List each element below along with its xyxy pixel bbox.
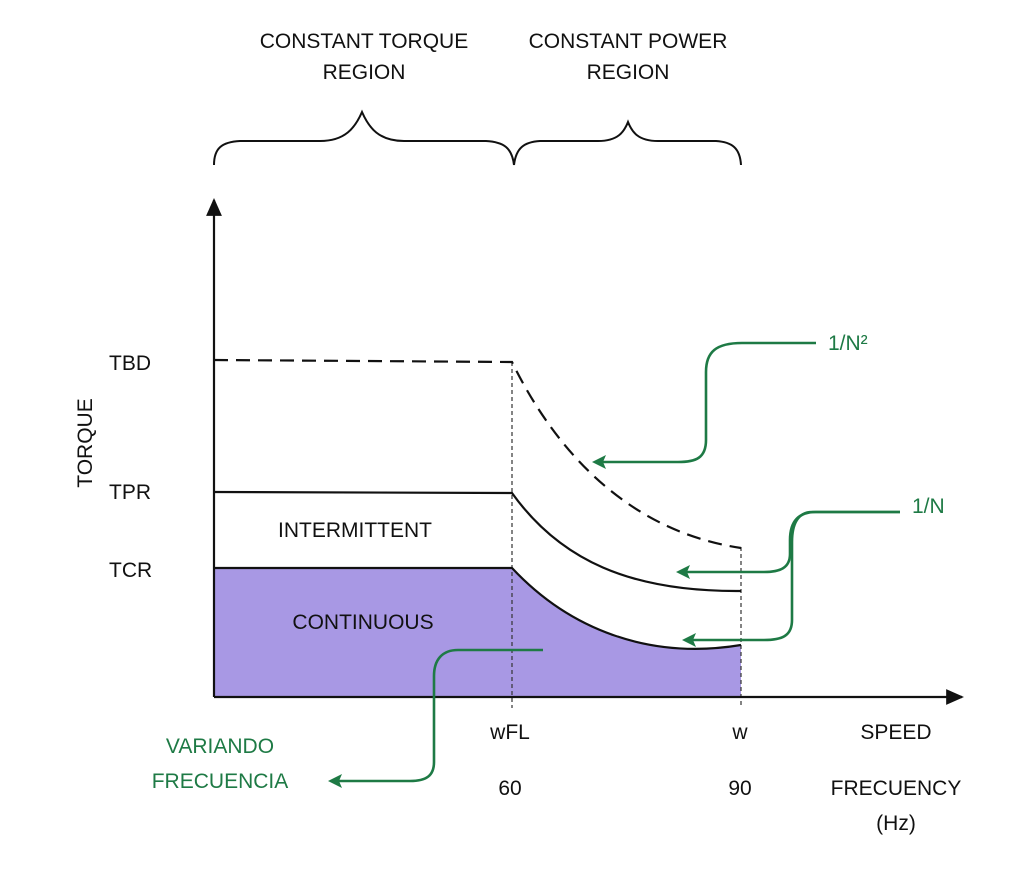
inv-n-label: 1/N [912, 495, 945, 518]
constant-torque-brace [213, 109, 515, 166]
tbd-label: TBD [109, 352, 151, 375]
annotation-arrowheads [328, 455, 696, 788]
x-axis-label: SPEED [860, 721, 931, 744]
wfl-tick-label: wFL [489, 721, 530, 744]
freq-90-label: 90 [728, 777, 751, 800]
tcr-label: TCR [109, 559, 152, 582]
y-axis-label: TORQUE [74, 398, 97, 487]
tbd-curve [213, 358, 742, 550]
tpr-label: TPR [109, 481, 151, 504]
variando-label-2: FRECUENCIA [152, 770, 289, 793]
variando-label-1: VARIANDO [166, 735, 274, 758]
constant-power-title-1: CONSTANT POWER [529, 30, 728, 53]
frequency-label-2: (Hz) [876, 812, 916, 835]
annotation-arrows [334, 341, 900, 783]
constant-torque-title-1: CONSTANT TORQUE [260, 30, 468, 53]
w-tick-label: w [731, 721, 748, 744]
inv-n2-label: 1/N² [828, 332, 868, 355]
freq-60-label: 60 [498, 777, 521, 800]
tcr-curve [214, 566, 742, 650]
inv-n2-arrow [598, 341, 816, 464]
continuous-region [214, 568, 741, 697]
intermittent-label: INTERMITTENT [278, 519, 432, 542]
inv-n-arrow-lower [688, 510, 900, 642]
variando-arrow [334, 648, 543, 783]
constant-torque-title-2: REGION [323, 61, 406, 84]
tpr-curve [213, 490, 742, 593]
constant-power-title-2: REGION [587, 61, 670, 84]
continuous-label: CONTINUOUS [292, 611, 433, 634]
constant-power-brace [513, 119, 742, 166]
frequency-label-1: FRECUENCY [831, 777, 962, 800]
